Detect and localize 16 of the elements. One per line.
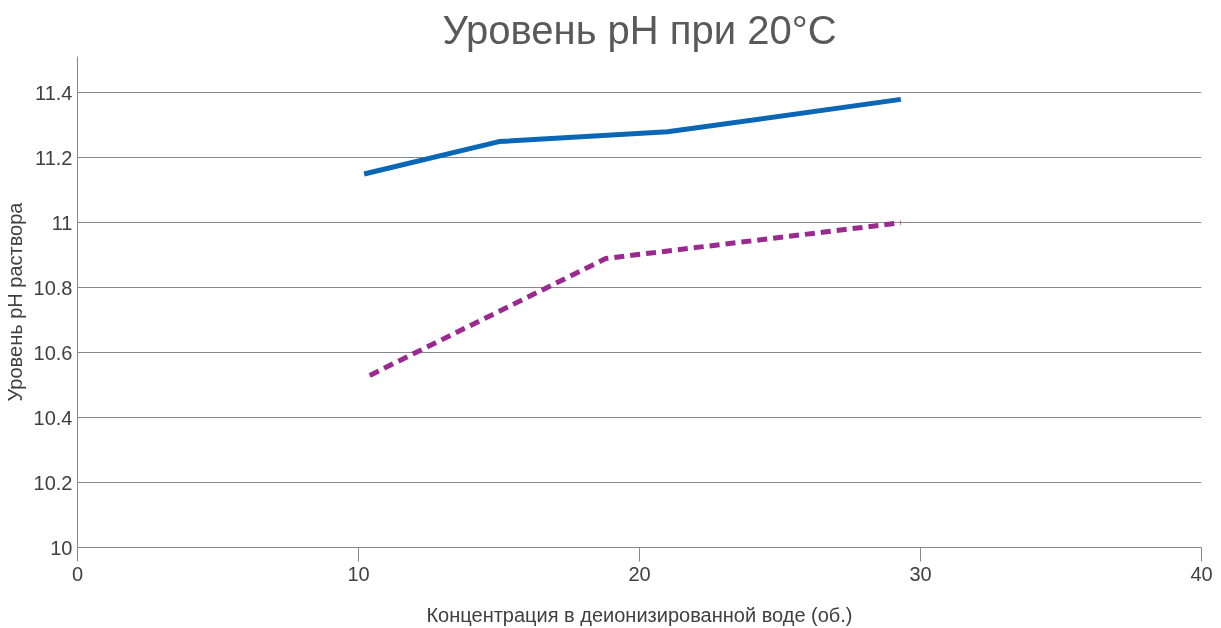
y-tick-label: 10 xyxy=(50,536,73,559)
x-tick-label: 10 xyxy=(347,562,370,585)
y-tick-label: 10.2 xyxy=(33,471,73,494)
x-tick-label: 30 xyxy=(909,562,932,585)
x-tick-label: 20 xyxy=(628,562,651,585)
y-tick-label: 10.8 xyxy=(33,276,73,299)
chart-title: Уровень pH при 20°C xyxy=(442,7,837,52)
y-tick-label: 11.2 xyxy=(35,146,73,169)
y-axis-title: Уровень pH раствора xyxy=(3,201,26,402)
y-tick-label: 10.6 xyxy=(33,341,73,364)
x-tick-label: 0 xyxy=(71,562,84,585)
y-tick-label: 11 xyxy=(51,211,73,234)
y-tick-label: 10.4 xyxy=(33,406,73,429)
x-tick-label: 40 xyxy=(1190,562,1213,585)
y-tick-label: 11.4 xyxy=(35,81,73,104)
x-axis-title: Концентрация в деионизированной воде (об.) xyxy=(426,603,853,626)
